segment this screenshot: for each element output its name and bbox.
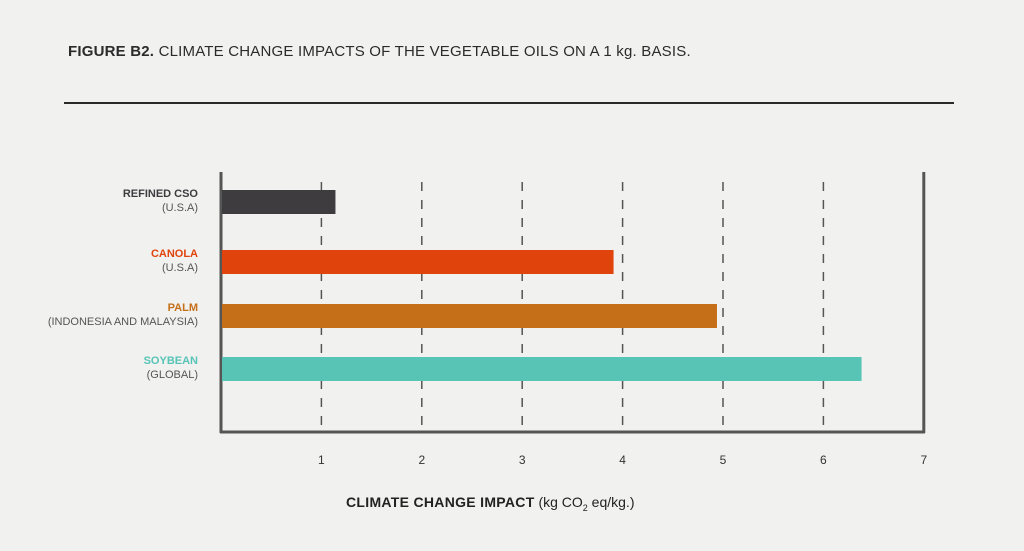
x-tick-label: 3 <box>519 453 526 467</box>
x-tick-label: 7 <box>920 453 927 467</box>
category-name: SOYBEAN <box>143 355 198 367</box>
x-tick-label: 5 <box>720 453 727 467</box>
figure-label: FIGURE B2. <box>68 43 155 60</box>
x-axis-label-main: CLIMATE CHANGE IMPACT <box>346 494 535 510</box>
category-name: CANOLA <box>150 248 198 260</box>
title-text: CLIMATE CHANGE IMPACTS OF THE VEGETABLE … <box>158 43 691 60</box>
bar-soybean <box>222 357 862 381</box>
x-tick-label: 4 <box>619 453 626 467</box>
category-name: PALM <box>167 302 198 314</box>
x-axis-label: CLIMATE CHANGE IMPACT (kg CO2 eq/kg.) <box>346 494 635 513</box>
x-tick-label: 6 <box>820 453 827 467</box>
x-axis-unit-sub: 2 <box>582 502 588 513</box>
category-region: (U.S.A) <box>161 202 198 214</box>
bar-refined-cso <box>222 190 336 214</box>
x-axis-unit-post: eq/kg.) <box>587 494 635 510</box>
bar-canola <box>222 250 614 274</box>
category-region: (GLOBAL) <box>146 369 198 381</box>
category-label: CANOLA (U.S.A) <box>151 247 198 275</box>
category-name: REFINED CSO <box>122 188 198 200</box>
category-region: (INDONESIA AND MALAYSIA) <box>47 316 198 328</box>
x-axis-unit: (kg CO <box>538 494 583 510</box>
category-label: REFINED CSO (U.S.A) <box>123 187 198 215</box>
category-label: PALM (INDONESIA AND MALAYSIA) <box>48 301 198 329</box>
chart-title: FIGURE B2. CLIMATE CHANGE IMPACTS OF THE… <box>68 43 691 60</box>
x-tick-label: 2 <box>418 453 425 467</box>
x-tick-label: 1 <box>318 453 325 467</box>
title-divider <box>64 102 954 104</box>
bar-palm <box>222 304 717 328</box>
category-region: (U.S.A) <box>161 262 198 274</box>
category-label: SOYBEAN (GLOBAL) <box>144 354 198 382</box>
